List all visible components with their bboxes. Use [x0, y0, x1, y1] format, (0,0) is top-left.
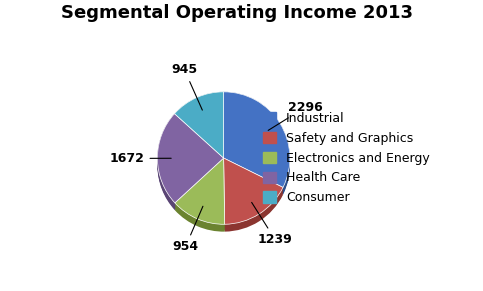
Wedge shape [174, 92, 224, 158]
Wedge shape [175, 164, 225, 230]
Wedge shape [175, 158, 225, 224]
Wedge shape [224, 162, 283, 228]
Wedge shape [224, 165, 283, 232]
Wedge shape [224, 92, 290, 187]
Wedge shape [224, 158, 283, 224]
Legend: Industrial, Safety and Graphics, Electronics and Energy, Health Care, Consumer: Industrial, Safety and Graphics, Electro… [258, 107, 435, 209]
Text: 1672: 1672 [110, 152, 171, 165]
Wedge shape [174, 95, 224, 161]
Wedge shape [175, 158, 225, 224]
Wedge shape [174, 99, 224, 165]
Wedge shape [175, 165, 225, 232]
Wedge shape [224, 159, 283, 225]
Wedge shape [224, 93, 290, 189]
Wedge shape [157, 117, 224, 206]
Text: 954: 954 [172, 206, 203, 253]
Wedge shape [157, 115, 224, 204]
Wedge shape [157, 119, 224, 208]
Wedge shape [224, 160, 283, 226]
Text: 2296: 2296 [268, 101, 323, 130]
Wedge shape [224, 94, 290, 189]
Wedge shape [157, 116, 224, 205]
Wedge shape [174, 92, 224, 158]
Wedge shape [174, 94, 224, 160]
Wedge shape [224, 95, 290, 191]
Wedge shape [224, 92, 290, 187]
Wedge shape [224, 161, 283, 228]
Wedge shape [224, 163, 283, 230]
Text: 1239: 1239 [252, 203, 293, 246]
Wedge shape [224, 99, 290, 195]
Wedge shape [174, 93, 224, 159]
Wedge shape [157, 120, 224, 209]
Title: Segmental Operating Income 2013: Segmental Operating Income 2013 [61, 4, 413, 22]
Wedge shape [224, 158, 283, 224]
Wedge shape [157, 118, 224, 207]
Wedge shape [175, 162, 225, 228]
Wedge shape [175, 163, 225, 230]
Text: 945: 945 [171, 63, 202, 110]
Wedge shape [157, 121, 224, 210]
Wedge shape [157, 113, 224, 203]
Wedge shape [174, 97, 224, 163]
Wedge shape [175, 161, 225, 228]
Wedge shape [174, 98, 224, 164]
Wedge shape [224, 97, 290, 193]
Wedge shape [224, 164, 283, 230]
Wedge shape [224, 98, 290, 194]
Wedge shape [175, 159, 225, 225]
Wedge shape [174, 96, 224, 162]
Wedge shape [224, 96, 290, 192]
Wedge shape [157, 113, 224, 203]
Wedge shape [175, 160, 225, 226]
